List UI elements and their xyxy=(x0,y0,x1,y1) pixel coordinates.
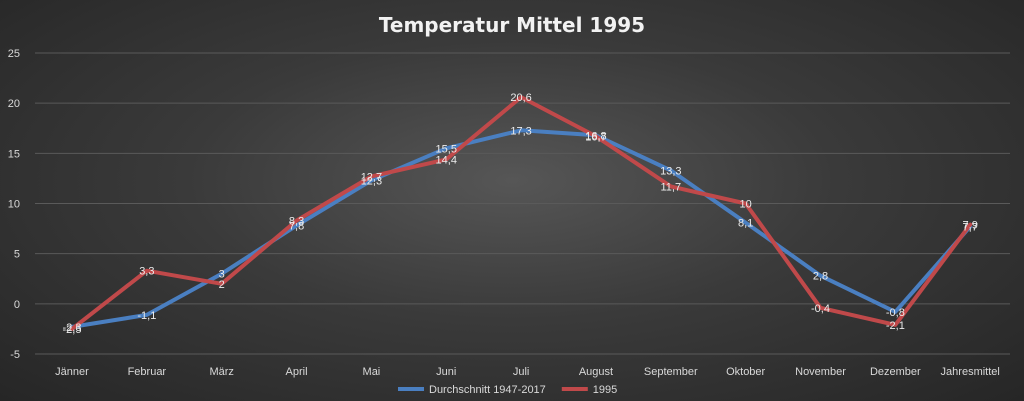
data-label: 14,4 xyxy=(436,154,457,166)
legend-entry: 1995 xyxy=(593,384,617,396)
data-label: 11,7 xyxy=(661,181,682,193)
data-label: 17,3 xyxy=(510,125,531,137)
data-label: 7,7 xyxy=(963,222,978,234)
x-tick-label: April xyxy=(286,366,308,378)
data-label: 2,8 xyxy=(813,271,828,283)
y-tick-label: 10 xyxy=(8,199,20,211)
y-tick-label: 5 xyxy=(14,249,20,261)
data-label: 16,7 xyxy=(585,131,606,143)
x-tick-label: Juni xyxy=(436,366,456,378)
x-tick-label: März xyxy=(209,366,233,378)
data-label: 16,8 xyxy=(585,130,606,142)
x-tick-label: Jahresmittel xyxy=(941,366,1000,378)
x-tick-label: Dezember xyxy=(870,366,921,378)
x-tick-label: Februar xyxy=(128,366,167,378)
x-tick-label: August xyxy=(579,366,613,378)
y-tick-label: 15 xyxy=(8,148,20,160)
chart-title: Temperatur Mittel 1995 xyxy=(379,13,645,37)
x-tick-label: Jänner xyxy=(55,366,89,378)
data-label: 2 xyxy=(219,279,225,291)
data-label: 8,3 xyxy=(289,216,304,228)
x-axis-tick-labels: Jänner Februar März April Mai Juni Juli August S… xyxy=(55,366,1000,378)
data-label: 3,3 xyxy=(139,266,154,278)
data-label: -0,4 xyxy=(811,303,830,315)
data-label: 8,1 xyxy=(738,218,753,230)
data-label: -0,8 xyxy=(886,307,905,319)
data-label: 3 xyxy=(219,269,225,281)
legend: Durchschnitt 1947-2017 1995 xyxy=(398,384,617,396)
data-label: -2,5 xyxy=(63,324,82,336)
series-line-0 xyxy=(70,128,973,329)
data-label: 13,3 xyxy=(660,165,681,177)
data-label: -2,1 xyxy=(886,320,905,332)
data-label: 20,6 xyxy=(510,92,531,104)
gridlines xyxy=(35,52,1010,355)
data-label: 10 xyxy=(740,199,752,211)
x-tick-label: November xyxy=(795,366,846,378)
x-tick-label: Mai xyxy=(363,366,381,378)
legend-entry: Durchschnitt 1947-2017 xyxy=(429,384,546,396)
x-tick-label: Oktober xyxy=(726,366,765,378)
data-label: -1,1 xyxy=(137,310,156,322)
y-tick-label: 0 xyxy=(14,299,20,311)
x-tick-label: September xyxy=(644,366,698,378)
data-label: 15,5 xyxy=(436,143,457,155)
y-tick-label: 20 xyxy=(8,98,20,110)
data-label: 7,8 xyxy=(289,221,304,233)
data-label: -2,3 xyxy=(63,322,82,334)
data-labels: -2,3 -1,1 3 7,8 12,3 15,5 17,3 16,8 13,3 8,1 2,8 -0… xyxy=(63,92,978,336)
series-lines xyxy=(70,95,973,331)
data-label: 12,7 xyxy=(361,171,382,183)
y-tick-label: -5 xyxy=(10,349,20,361)
y-tick-label: 25 xyxy=(8,48,20,60)
x-tick-label: Juli xyxy=(513,366,530,378)
data-label: 7,9 xyxy=(963,220,978,232)
data-label: 12,3 xyxy=(361,175,382,187)
y-axis-tick-labels: -5 0 5 10 15 20 25 xyxy=(8,48,20,361)
series-line-1 xyxy=(70,95,973,331)
